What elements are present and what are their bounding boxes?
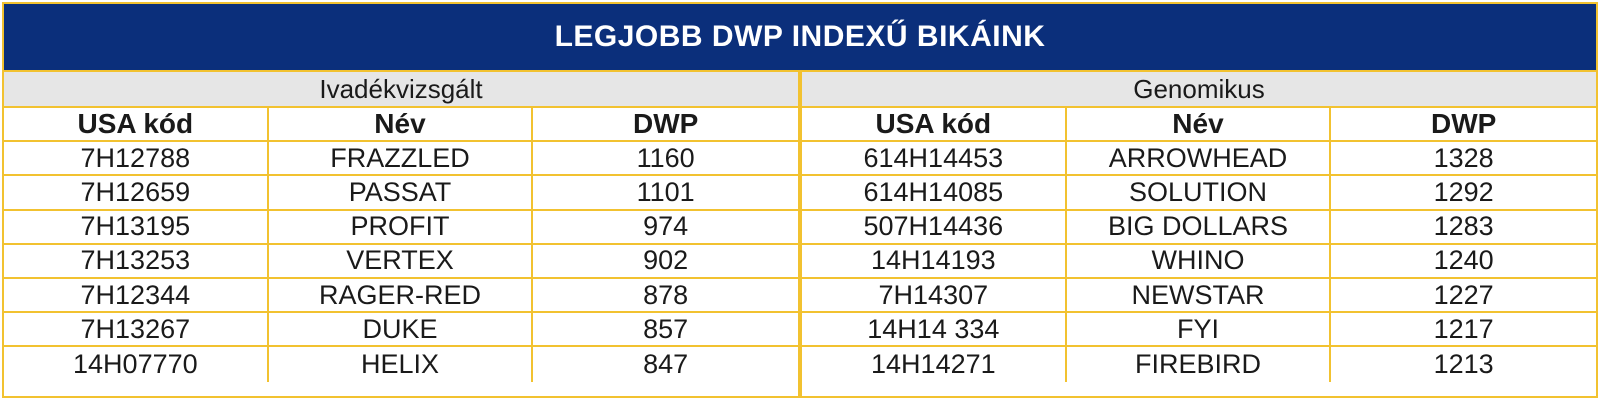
name-cell: FYI <box>1067 313 1332 346</box>
dwp-cell: 1213 <box>1433 348 1494 379</box>
name-cell: NEWSTAR <box>1067 278 1332 312</box>
dwp-cell: 1160 <box>636 142 695 173</box>
section-rows: USA kód Név DWP 7H12788 FRAZZLED 1160 7H12659 P… <box>4 108 798 382</box>
table-row: 7H12344 RAGER-RED 878 <box>4 278 798 314</box>
usa-code-cell: 614H14453 <box>802 142 1067 175</box>
table-row: 7H13267 DUKE 857 <box>4 313 798 348</box>
usa-code-cell: 14H14 334 <box>802 313 1067 346</box>
name-cell: BIG DOLLARS <box>1067 210 1332 243</box>
section-heading: Ivadékvizsgált <box>4 72 798 108</box>
section-rows: USA kód Név DWP 614H14453 ARROWHEAD 1328 614H1… <box>802 108 1596 382</box>
section-heading: Genomikus <box>802 72 1596 108</box>
column-header: USA kód <box>802 108 1067 141</box>
column-header: Név <box>1067 108 1332 141</box>
name-cell: DUKE <box>269 313 534 346</box>
column-header-row: USA kód Név DWP <box>802 108 1596 143</box>
usa-code-cell: 7H14307 <box>802 278 1067 312</box>
tables-container: Ivadékvizsgált USA kód Név DWP 7H12788 FRAZZ… <box>4 72 1596 398</box>
dwp-cell: 1240 <box>1433 245 1494 276</box>
table-title: LEGJOBB DWP INDEXŰ BIKÁINK <box>4 4 1596 72</box>
name-cell: RAGER-RED <box>269 278 534 312</box>
table-row: 14H14271 FIREBIRD 1213 <box>802 347 1596 382</box>
dwp-cell: 847 <box>643 348 689 379</box>
usa-code-cell: 7H13195 <box>4 210 269 243</box>
dwp-cell: 1283 <box>1433 211 1494 242</box>
usa-code-cell: 614H14085 <box>802 176 1067 209</box>
table-row: 507H14436 BIG DOLLARS 1283 <box>802 210 1596 245</box>
name-cell: ARROWHEAD <box>1067 142 1332 175</box>
dwp-cell: 857 <box>643 313 689 344</box>
name-cell: VERTEX <box>269 244 534 277</box>
dwp-cell: 1328 <box>1433 142 1494 173</box>
dwp-cell: 1217 <box>1433 313 1494 344</box>
dwp-cell: 902 <box>643 245 689 276</box>
column-header: DWP <box>632 108 699 140</box>
usa-code-cell: 507H14436 <box>802 210 1067 243</box>
bulls-table: LEGJOBB DWP INDEXŰ BIKÁINK Ivadékvizsgál… <box>2 2 1598 398</box>
table-row: 7H14307 NEWSTAR 1227 <box>802 278 1596 314</box>
table-row: 14H14193 WHINO 1240 <box>802 244 1596 279</box>
name-cell: WHINO <box>1067 244 1332 277</box>
name-cell: FRAZZLED <box>269 142 534 175</box>
usa-code-cell: 7H13253 <box>4 244 269 277</box>
name-cell: FIREBIRD <box>1067 347 1332 382</box>
dwp-cell: 878 <box>643 279 689 310</box>
column-header: USA kód <box>4 108 269 141</box>
section-genomikus: Genomikus USA kód Név DWP 614H14453 ARROWHEA… <box>802 72 1596 398</box>
usa-code-cell: 7H12659 <box>4 176 269 209</box>
table-row: 614H14085 SOLUTION 1292 <box>802 176 1596 211</box>
name-cell: PASSAT <box>269 176 534 209</box>
table-row: 7H13253 VERTEX 902 <box>4 244 798 279</box>
table-row: 7H12659 PASSAT 1101 <box>4 176 798 211</box>
usa-code-cell: 7H13267 <box>4 313 269 346</box>
dwp-cell: 1101 <box>636 176 695 207</box>
dwp-cell: 1227 <box>1433 279 1494 310</box>
column-header: DWP <box>1430 108 1497 140</box>
dwp-cell: 974 <box>643 211 689 242</box>
table-row: 7H12788 FRAZZLED 1160 <box>4 142 798 177</box>
dwp-cell: 1292 <box>1433 176 1494 207</box>
table-row: 14H07770 HELIX 847 <box>4 347 798 382</box>
table-row: 7H13195 PROFIT 974 <box>4 210 798 245</box>
column-header: Név <box>269 108 534 141</box>
column-header-row: USA kód Név DWP <box>4 108 798 143</box>
name-cell: SOLUTION <box>1067 176 1332 209</box>
usa-code-cell: 7H12788 <box>4 142 269 175</box>
usa-code-cell: 14H14271 <box>802 347 1067 382</box>
table-row: 614H14453 ARROWHEAD 1328 <box>802 142 1596 177</box>
name-cell: PROFIT <box>269 210 534 243</box>
section-ivadekvizsgalt: Ivadékvizsgált USA kód Név DWP 7H12788 FRAZZ… <box>4 72 802 398</box>
usa-code-cell: 7H12344 <box>4 278 269 312</box>
table-row: 14H14 334 FYI 1217 <box>802 313 1596 348</box>
name-cell: HELIX <box>269 347 534 382</box>
usa-code-cell: 14H14193 <box>802 244 1067 277</box>
usa-code-cell: 14H07770 <box>4 347 269 382</box>
